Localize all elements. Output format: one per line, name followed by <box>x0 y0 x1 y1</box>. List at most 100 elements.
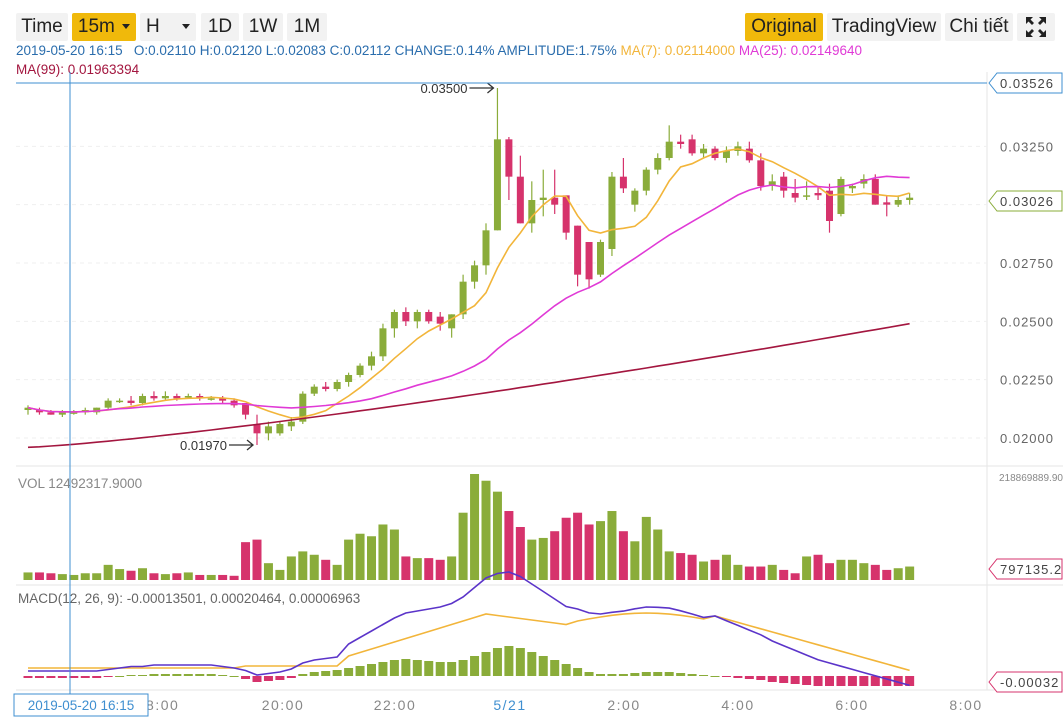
volume-bar <box>905 566 915 580</box>
interval-dropdown[interactable]: 15m <box>72 13 136 41</box>
volume-max-label: 218869889.90 <box>999 473 1063 484</box>
low-price-annotation: 0.01970 <box>180 438 227 453</box>
volume-bar <box>813 554 823 580</box>
day-button[interactable]: 1D <box>201 13 239 41</box>
hour-label: H <box>146 16 160 37</box>
macd-histogram-bar <box>699 675 709 676</box>
week-button[interactable]: 1W <box>243 13 283 41</box>
macd-histogram-bar <box>458 660 468 676</box>
volume-bar <box>229 575 239 580</box>
hour-dropdown[interactable]: H <box>140 13 196 41</box>
candle-body <box>390 312 398 329</box>
interval-label: 15m <box>77 16 115 37</box>
candle-body <box>264 426 272 434</box>
macd-histogram-bar <box>69 676 79 678</box>
macd-histogram-bar <box>653 672 663 676</box>
macd-current-tag-box <box>988 671 1063 693</box>
volume-bar <box>160 574 170 580</box>
macd-histogram-bar <box>687 674 697 676</box>
volume-bar <box>710 559 720 580</box>
macd-histogram-bar <box>298 674 308 676</box>
macd-histogram-bar <box>504 646 514 676</box>
ma25-line <box>27 175 910 413</box>
chevron-down-icon <box>122 24 131 30</box>
candle-body <box>665 141 673 158</box>
volume-bar <box>561 517 571 580</box>
volume-bar <box>172 573 182 580</box>
volume-bar <box>206 574 216 580</box>
candle-body <box>173 396 181 399</box>
volume-bar <box>504 511 514 580</box>
crosshair-price-tag: 0.03526 <box>1000 76 1054 91</box>
candle-body <box>883 202 891 205</box>
crosshair-price-tag-box <box>988 72 1063 94</box>
macd-histogram-bar <box>676 673 686 676</box>
volume-bar <box>34 572 44 580</box>
candle-body <box>768 181 776 186</box>
time-tick-label: 20:00 <box>262 697 305 713</box>
arrow-right-icon <box>469 82 495 94</box>
candle-body <box>287 421 295 427</box>
candle-body <box>894 200 902 205</box>
macd-current-tag: -0.00032 <box>1000 675 1059 690</box>
macd-histogram-bar <box>115 676 125 677</box>
volume-bar <box>607 511 617 580</box>
ma7-value: MA(7): 0.02114000 <box>620 43 736 58</box>
volume-bar <box>309 554 319 580</box>
candle-body <box>848 186 856 189</box>
volume-bar <box>126 570 136 580</box>
month-label: 1M <box>293 16 321 37</box>
candle-body <box>700 148 708 154</box>
macd-histogram-bar <box>138 675 147 676</box>
macd-histogram-bar <box>103 676 113 677</box>
day-label: 1D <box>207 16 233 37</box>
candle-body <box>654 158 662 170</box>
macd-histogram-bar <box>779 676 789 683</box>
macd-histogram-bar <box>80 676 90 678</box>
macd-histogram-bar <box>538 656 548 676</box>
macd-dif-line <box>28 571 910 687</box>
macd-histogram-bar <box>401 659 411 676</box>
candle-body <box>745 148 753 161</box>
macd-histogram-bar <box>882 676 892 686</box>
candle-body <box>413 312 421 322</box>
candle-body <box>803 195 811 197</box>
macd-histogram-bar <box>309 672 319 676</box>
candle-body <box>322 386 330 389</box>
price-tick-label: 0.03250 <box>1000 139 1054 154</box>
time-button[interactable]: Time <box>16 13 68 41</box>
macd-histogram-bar <box>767 676 777 682</box>
month-button[interactable]: 1M <box>287 13 327 41</box>
macd-histogram-bar <box>630 673 640 676</box>
fullscreen-button[interactable] <box>1017 13 1055 41</box>
candle-body <box>493 139 501 231</box>
candle-body <box>93 407 101 413</box>
volume-bar <box>115 569 125 580</box>
tradingview-button[interactable]: TradingView <box>827 13 941 41</box>
candle-body <box>196 396 204 399</box>
candle-body <box>551 197 559 205</box>
ohlc-info-bar: 2019-05-20 16:15 O:0.02110 H:0.02120 L:0… <box>16 43 862 58</box>
volume-bar <box>263 563 273 580</box>
macd-histogram-bar <box>847 676 857 686</box>
volume-bar <box>733 564 743 580</box>
volume-bar <box>870 564 880 580</box>
macd-histogram-bar <box>527 652 537 676</box>
macd-histogram-bar <box>149 674 159 676</box>
original-button[interactable]: Original <box>745 13 823 41</box>
macd-histogram-bar <box>92 676 102 678</box>
candle-body <box>722 151 730 158</box>
candle-body <box>574 225 582 275</box>
time-tick-label: 4:00 <box>721 697 754 713</box>
candle-body <box>471 265 479 282</box>
candle-body <box>608 176 616 249</box>
detail-button[interactable]: Chi tiết <box>945 13 1013 41</box>
volume-bar <box>721 554 731 580</box>
volume-bar <box>481 480 491 580</box>
time-tick-label: 5/21 <box>493 697 526 713</box>
candle-body <box>425 312 433 322</box>
time-tick-label: :8:00 <box>141 697 180 713</box>
macd-histogram-bar <box>607 674 617 676</box>
price-tick-label: 0.02250 <box>1000 373 1054 388</box>
